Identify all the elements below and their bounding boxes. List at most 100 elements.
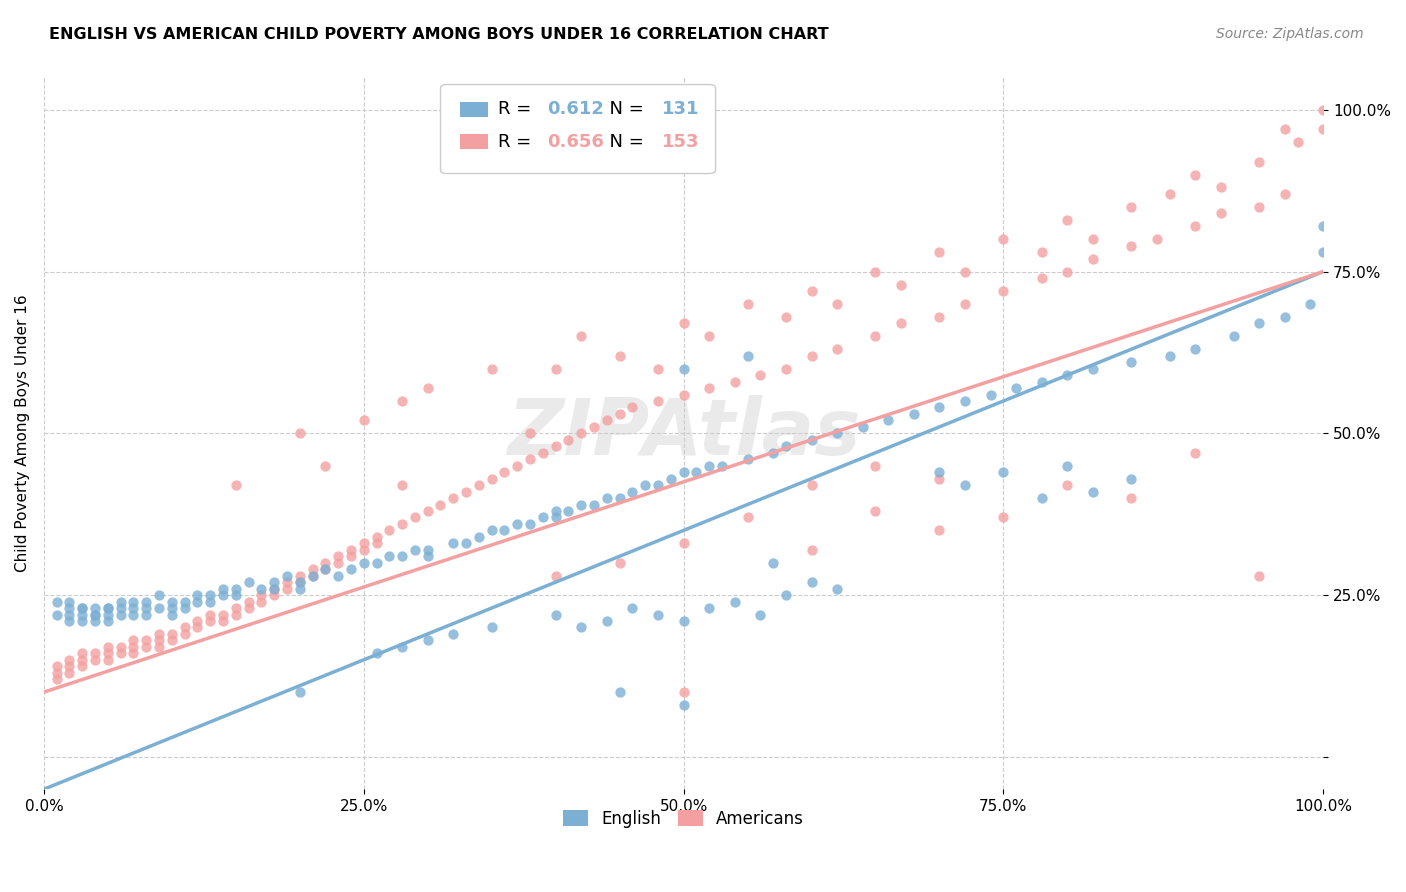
Point <box>454 484 477 499</box>
Point <box>928 465 950 479</box>
Point <box>301 562 323 576</box>
Text: R =: R = <box>498 133 537 151</box>
Point <box>800 349 823 363</box>
Point <box>366 536 388 550</box>
Point <box>647 478 669 492</box>
Point <box>135 607 157 622</box>
Point <box>1031 245 1053 260</box>
Point <box>1159 349 1181 363</box>
Point <box>672 536 695 550</box>
Point <box>865 329 887 343</box>
Point <box>173 620 195 634</box>
Point <box>468 530 491 544</box>
Point <box>1299 297 1322 311</box>
Point <box>416 381 439 395</box>
Point <box>544 568 567 582</box>
Point <box>353 556 375 570</box>
Point <box>72 659 94 673</box>
Point <box>569 498 592 512</box>
Point <box>250 582 273 596</box>
Point <box>97 601 120 615</box>
Point <box>340 542 363 557</box>
Point <box>737 510 759 524</box>
Point <box>84 607 107 622</box>
Point <box>1146 232 1168 246</box>
Point <box>45 672 67 686</box>
Point <box>1312 122 1334 136</box>
Point <box>481 524 503 538</box>
Point <box>762 556 785 570</box>
Point <box>481 361 503 376</box>
Point <box>404 510 426 524</box>
Point <box>993 465 1015 479</box>
Point <box>97 640 120 654</box>
Point <box>775 310 797 324</box>
Point <box>84 614 107 628</box>
Point <box>366 646 388 660</box>
Point <box>1274 122 1296 136</box>
Text: 0.656: 0.656 <box>547 133 603 151</box>
Point <box>519 452 541 467</box>
Point <box>1031 375 1053 389</box>
Point <box>672 698 695 712</box>
Point <box>468 478 491 492</box>
Point <box>45 594 67 608</box>
Text: 153: 153 <box>662 133 699 151</box>
Point <box>288 582 311 596</box>
Point <box>1121 355 1143 369</box>
Point <box>800 284 823 298</box>
Point <box>993 284 1015 298</box>
Point <box>1312 245 1334 260</box>
Text: ENGLISH VS AMERICAN CHILD POVERTY AMONG BOYS UNDER 16 CORRELATION CHART: ENGLISH VS AMERICAN CHILD POVERTY AMONG … <box>49 27 828 42</box>
Point <box>544 607 567 622</box>
Point <box>288 575 311 590</box>
Point <box>276 575 298 590</box>
Point <box>1121 491 1143 505</box>
Text: ZIPAtlas: ZIPAtlas <box>506 395 860 471</box>
Point <box>928 245 950 260</box>
Point <box>288 568 311 582</box>
Point <box>391 516 413 531</box>
Point <box>1056 212 1078 227</box>
Point <box>1249 154 1271 169</box>
Point <box>672 387 695 401</box>
Point <box>519 516 541 531</box>
Point <box>724 375 747 389</box>
Point <box>1121 238 1143 252</box>
Point <box>276 582 298 596</box>
Point <box>582 498 605 512</box>
Point <box>737 297 759 311</box>
Point <box>416 542 439 557</box>
Point <box>993 232 1015 246</box>
Point <box>762 446 785 460</box>
Point <box>749 607 772 622</box>
Point <box>494 524 516 538</box>
Point <box>647 607 669 622</box>
Point <box>148 633 170 648</box>
Point <box>672 685 695 699</box>
Point <box>454 536 477 550</box>
Point <box>609 491 631 505</box>
Point <box>582 420 605 434</box>
Point <box>1274 186 1296 201</box>
Point <box>634 478 657 492</box>
Point <box>429 498 451 512</box>
Point <box>378 549 401 564</box>
Point <box>288 685 311 699</box>
Point <box>263 582 285 596</box>
FancyBboxPatch shape <box>460 102 488 118</box>
Point <box>288 426 311 441</box>
Point <box>186 594 208 608</box>
Point <box>314 562 336 576</box>
Point <box>596 491 619 505</box>
Point <box>710 458 733 473</box>
Point <box>825 426 848 441</box>
Point <box>544 361 567 376</box>
Point <box>531 510 554 524</box>
Point <box>328 568 350 582</box>
Point <box>1312 103 1334 117</box>
Text: N =: N = <box>598 133 650 151</box>
Point <box>1081 484 1104 499</box>
Point <box>609 407 631 421</box>
FancyBboxPatch shape <box>460 134 488 149</box>
